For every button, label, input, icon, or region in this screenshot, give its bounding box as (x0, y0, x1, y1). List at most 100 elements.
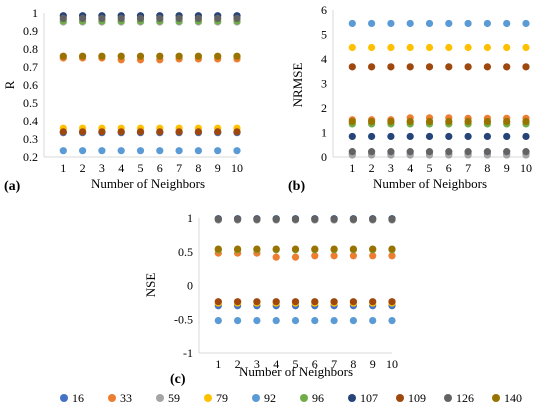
data-point-series-126 (348, 148, 356, 156)
data-point-series-140 (175, 52, 183, 60)
data-point-series-107 (387, 132, 395, 141)
data-point-series-79 (387, 43, 395, 52)
data-point-series-33 (349, 252, 357, 260)
x-tick-label: 2 (369, 161, 375, 175)
data-point-series-92 (522, 19, 530, 28)
data-point-series-126 (59, 14, 67, 22)
data-point-series-109 (214, 298, 222, 306)
data-point-series-109 (156, 128, 164, 136)
x-tick-label: 5 (427, 161, 433, 175)
data-point-series-92 (291, 317, 300, 325)
legend-label: 107 (360, 391, 378, 405)
y-tick-label: 0.5 (178, 245, 193, 259)
x-tick-label: 5 (293, 357, 299, 371)
data-point-series-92 (445, 19, 453, 28)
data-point-series-33 (272, 253, 280, 261)
data-point-series-126 (368, 148, 376, 156)
data-point-series-126 (445, 148, 453, 156)
data-point-series-126 (234, 215, 242, 223)
data-point-series-107 (348, 132, 356, 141)
data-point-series-107 (368, 132, 376, 141)
data-point-series-126 (311, 215, 319, 223)
x-tick-label: 1 (349, 161, 355, 175)
x-tick-label: 6 (312, 357, 318, 371)
data-point-series-126 (291, 215, 300, 223)
data-point-series-126 (425, 148, 434, 156)
panel-label-c: (c) (170, 372, 186, 387)
data-point-series-140 (214, 245, 222, 253)
data-point-series-126 (156, 14, 164, 22)
data-point-series-109 (136, 128, 145, 136)
y-tick-label: 0.5 (23, 96, 38, 110)
data-point-series-92 (79, 147, 87, 155)
x-axis-title-a: Number of Neighbors (91, 176, 205, 191)
data-point-series-107 (483, 132, 491, 141)
y-axis-title-a: R (2, 80, 17, 89)
data-point-series-126 (369, 215, 377, 223)
data-point-series-126 (136, 14, 145, 22)
x-tick-label: 8 (350, 357, 356, 371)
data-point-series-109 (175, 128, 183, 136)
panel-label-b: (b) (288, 179, 305, 194)
y-tick-label: -0.5 (174, 312, 193, 326)
data-point-series-126 (406, 148, 414, 156)
data-point-series-109 (253, 298, 261, 306)
legend-marker (444, 394, 452, 402)
data-point-series-79 (406, 43, 414, 52)
x-tick-label: 10 (386, 357, 398, 371)
data-point-series-109 (406, 63, 414, 71)
y-tick-label: 0.6 (23, 78, 38, 92)
x-tick-label: 3 (99, 161, 105, 175)
data-point-series-126 (387, 148, 395, 156)
data-point-series-109 (59, 128, 67, 136)
data-point-series-109 (291, 298, 300, 306)
data-point-series-92 (175, 147, 183, 155)
data-point-series-140 (388, 245, 396, 253)
data-point-series-79 (464, 43, 472, 52)
data-point-series-126 (522, 148, 530, 156)
x-tick-label: 9 (504, 161, 510, 175)
legend-label: 16 (72, 391, 84, 405)
data-point-series-140 (136, 52, 145, 60)
data-point-series-33 (311, 252, 319, 260)
data-point-series-109 (464, 63, 472, 71)
y-tick-label: 0.2 (23, 150, 38, 164)
data-point-series-109 (79, 128, 87, 136)
data-point-series-92 (330, 317, 338, 325)
x-tick-label: 4 (407, 161, 413, 175)
data-point-series-92 (214, 317, 222, 325)
data-point-series-92 (234, 317, 242, 325)
y-tick-label: 0.4 (23, 114, 38, 128)
data-point-series-140 (425, 117, 434, 126)
chart-panel-a: (a) Number of Neighbors R 0.2 0.3 0.4 0.5 0.… (2, 6, 243, 194)
y-tick-label: 0.3 (23, 132, 38, 146)
x-tick-label: 1 (215, 357, 221, 371)
data-point-series-109 (503, 63, 511, 71)
data-point-series-140 (445, 117, 453, 126)
legend-label: 79 (216, 391, 228, 405)
data-point-series-126 (272, 215, 280, 223)
data-point-series-92 (156, 147, 164, 155)
x-tick-label: 2 (235, 357, 241, 371)
data-point-series-107 (522, 132, 530, 141)
data-point-series-109 (522, 63, 530, 71)
x-axis-title-b: Number of Neighbors (373, 176, 487, 191)
data-point-series-140 (194, 52, 202, 60)
data-point-series-140 (59, 52, 67, 60)
data-point-series-92 (368, 19, 376, 28)
data-point-series-140 (117, 52, 125, 60)
x-tick-label: 5 (138, 161, 144, 175)
legend-label: 33 (120, 391, 132, 405)
data-point-series-92 (253, 317, 261, 325)
data-point-series-126 (194, 14, 202, 22)
data-point-series-109 (98, 128, 106, 136)
data-point-series-140 (387, 117, 395, 126)
data-point-series-79 (445, 43, 453, 52)
y-tick-label: 3 (321, 77, 327, 91)
data-point-series-140 (522, 117, 530, 126)
data-point-series-33 (369, 252, 377, 260)
data-point-series-107 (425, 132, 434, 141)
data-point-series-140 (406, 117, 414, 126)
data-point-series-92 (214, 147, 222, 155)
